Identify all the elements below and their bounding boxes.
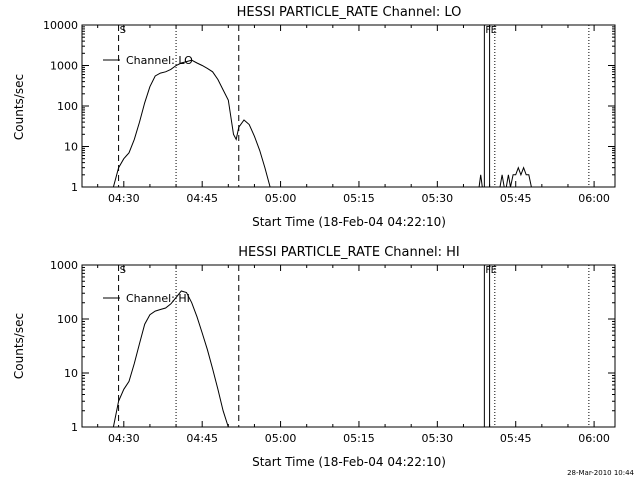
chart-lo-xtick-label: 05:45 — [500, 192, 532, 205]
chart-hi-xtick-label: 05:00 — [265, 432, 297, 445]
chart-lo-ylabel: Counts/sec — [12, 74, 26, 140]
chart-lo-ytick-label: 1000 — [50, 60, 78, 73]
chart-lo-series-line — [112, 59, 271, 188]
chart-hi-marker-label: E — [491, 265, 497, 276]
chart-lo-ytick-label: 10000 — [43, 19, 78, 32]
chart-lo-title: HESSI PARTICLE_RATE Channel: LO — [237, 5, 462, 20]
chart-hi-ytick-label: 1 — [71, 421, 78, 434]
chart-hi-xlabel: Start Time (18-Feb-04 04:22:10) — [252, 455, 446, 469]
chart-lo-xtick-label: 04:30 — [108, 192, 140, 205]
chart-lo-marker-label: E — [491, 25, 497, 36]
chart-lo-xtick-label: 05:15 — [343, 192, 375, 205]
chart-hi-legend: Channel: HI — [103, 292, 190, 305]
chart-lo-series-line — [499, 166, 532, 188]
chart-hi-xtick-label: 05:45 — [500, 432, 532, 445]
chart-lo-ticks: 04:30 04:45 05:00 05:15 05:30 05:45 06:00 1 10 10… — [43, 19, 615, 205]
chart-hi-ytick-label: 1000 — [50, 259, 78, 272]
chart-lo-ytick-label: 10 — [64, 141, 78, 154]
chart-hi-series-line — [112, 290, 229, 428]
chart-lo-legend-label: Channel: LO — [126, 54, 193, 67]
chart-hi-xtick-label: 05:15 — [343, 432, 375, 445]
chart-lo-series-line — [478, 174, 483, 188]
chart-hi-frame — [81, 264, 616, 428]
chart-lo-xlabel: Start Time (18-Feb-04 04:22:10) — [252, 215, 446, 229]
chart-hi-title: HESSI PARTICLE_RATE Channel: HI — [238, 245, 459, 260]
chart-hi-xtick-label: 04:30 — [108, 432, 140, 445]
chart-lo-xtick-label: 06:00 — [578, 192, 610, 205]
chart-hi-ytick-label: 10 — [64, 367, 78, 380]
chart-hi-panel: HESSI PARTICLE_RATE Channel: HI Counts/s… — [12, 245, 616, 469]
chart-hi-ylabel: Counts/sec — [12, 313, 26, 379]
chart-hi-marker-label: F — [485, 265, 491, 276]
chart-lo-ytick-label: 1 — [71, 181, 78, 194]
chart-hi-xtick-label: 04:45 — [186, 432, 218, 445]
chart-hi-xtick-label: 05:30 — [421, 432, 453, 445]
chart-lo-ytick-label: 100 — [57, 100, 78, 113]
chart-lo-legend: Channel: LO — [103, 54, 193, 67]
footer-timestamp: 28-Mar-2010 10:44 — [567, 469, 634, 477]
chart-lo-xtick-label: 05:00 — [265, 192, 297, 205]
chart-lo-series — [112, 59, 532, 188]
chart-hi-legend-label: Channel: HI — [126, 292, 190, 305]
chart-lo-panel: HESSI PARTICLE_RATE Channel: LO Counts/s… — [12, 5, 616, 229]
chart-hi-ticks: 04:30 04:45 05:00 05:15 05:30 05:45 06:00 1 10 10… — [50, 259, 615, 445]
chart-hi-series — [112, 290, 229, 428]
chart-hi-xtick-label: 06:00 — [578, 432, 610, 445]
chart-hi-ytick-label: 100 — [57, 313, 78, 326]
chart-hi-marker-label: S — [120, 265, 126, 276]
chart-lo-xtick-label: 05:30 — [421, 192, 453, 205]
chart-lo-xtick-label: 04:45 — [186, 192, 218, 205]
chart-lo-marker-label: S — [120, 25, 126, 36]
chart-lo-marker-label: F — [485, 25, 491, 36]
